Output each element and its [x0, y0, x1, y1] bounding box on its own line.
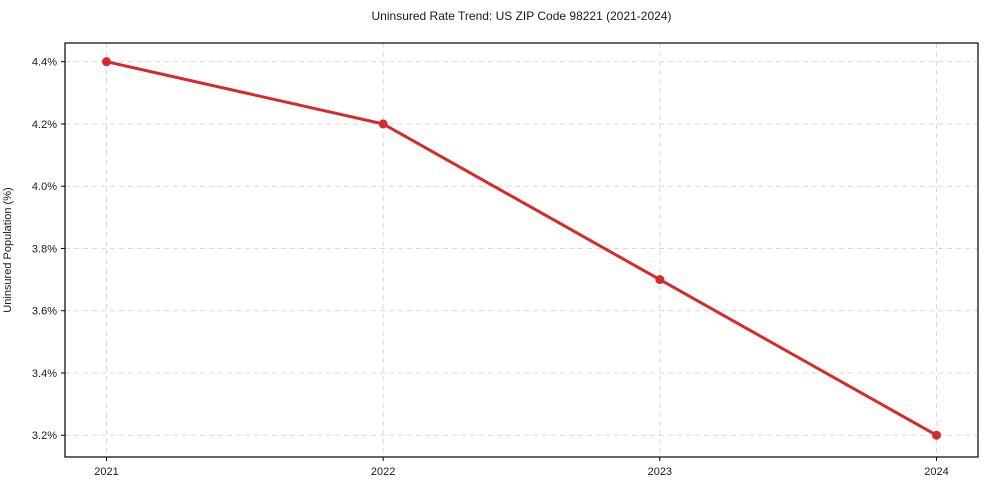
x-tick-label: 2021 [94, 466, 118, 478]
x-tick-label: 2023 [648, 466, 672, 478]
x-tick-label: 2022 [371, 466, 395, 478]
y-tick-label: 4.4% [32, 57, 57, 69]
plot-frame [64, 42, 979, 458]
chart-title: Uninsured Rate Trend: US ZIP Code 98221 … [371, 9, 672, 23]
y-tick-label: 3.4% [32, 368, 57, 380]
y-tick-label: 3.8% [32, 243, 57, 255]
x-tick-label: 2024 [924, 466, 948, 478]
data-point [378, 119, 388, 129]
y-tick-label: 3.2% [32, 430, 57, 442]
y-tick-label: 3.6% [32, 306, 57, 318]
data-point [102, 57, 111, 67]
data-point [655, 275, 665, 285]
data-point [932, 430, 941, 440]
y-tick-label: 4.2% [32, 119, 57, 131]
y-tick-label: 4.0% [32, 181, 57, 193]
data-line [105, 60, 938, 437]
